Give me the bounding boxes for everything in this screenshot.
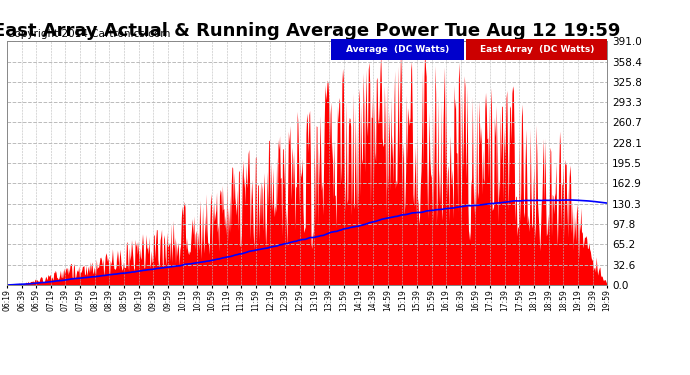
Text: Average  (DC Watts): Average (DC Watts) <box>346 45 449 54</box>
Text: Copyright 2014 Cartronics.com: Copyright 2014 Cartronics.com <box>7 29 170 39</box>
Title: East Array Actual & Running Average Power Tue Aug 12 19:59: East Array Actual & Running Average Powe… <box>0 22 621 40</box>
Bar <box>331 39 464 60</box>
Bar <box>466 39 607 60</box>
Text: East Array  (DC Watts): East Array (DC Watts) <box>480 45 594 54</box>
